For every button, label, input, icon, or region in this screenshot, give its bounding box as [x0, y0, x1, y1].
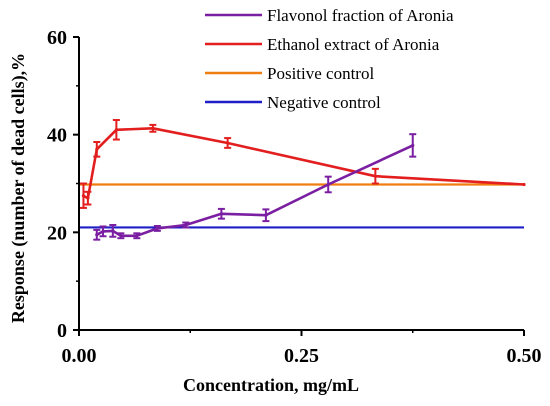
- flavonol-fraction-of-aronia-point: [411, 143, 415, 148]
- ethanol-extract-of-aronia-point: [95, 147, 99, 151]
- ethanol-extract-of-aronia-point: [151, 126, 155, 130]
- flavonol-fraction-of-aronia-point: [135, 234, 139, 238]
- legend-label-ethanol-extract-of-aronia: Ethanol extract of Aronia: [267, 35, 440, 54]
- flavonol-fraction-of-aronia-point: [119, 234, 123, 238]
- ethanol-extract-of-aronia-point: [373, 174, 377, 178]
- legend-label-positive-control: Positive control: [267, 64, 374, 83]
- legend-label-flavonol-fraction-of-aronia: Flavonol fraction of Aronia: [267, 6, 454, 25]
- flavonol-fraction-of-aronia-point: [219, 212, 223, 216]
- flavonol-fraction-of-aronia-point: [264, 213, 268, 217]
- flavonol-fraction-of-aronia-line: [96, 144, 414, 238]
- legend: Flavonol fraction of Aronia Ethanol extra…: [205, 6, 454, 112]
- ethanol-extract-of-aronia-point: [81, 194, 86, 198]
- flavonol-fraction-of-aronia-point: [184, 223, 188, 227]
- plot-area: [79, 119, 526, 241]
- flavonol-fraction-of-aronia-point: [111, 229, 115, 233]
- ethanol-extract-of-aronia-point: [114, 128, 118, 132]
- axes: 0 20 40 60 0.00 0.25 0.50: [47, 27, 542, 367]
- y-tick-label: 60: [47, 27, 67, 49]
- ethanol-extract-of-aronia-point: [522, 182, 526, 187]
- legend-label-negative-control: Negative control: [267, 93, 381, 112]
- flavonol-fraction-of-aronia-point: [95, 233, 99, 237]
- y-tick-label: 20: [47, 222, 67, 244]
- x-tick-label: 0.50: [507, 345, 542, 367]
- y-tick-label: 40: [47, 125, 67, 147]
- ethanol-extract-of-aronia-line: [82, 127, 525, 200]
- flavonol-fraction-of-aronia-point: [101, 229, 105, 233]
- x-tick-label: 0.00: [62, 345, 97, 367]
- x-axis-title: Concentration, mg/mL: [183, 375, 359, 395]
- y-tick-label: 0: [57, 320, 67, 342]
- ethanol-extract-of-aronia-point: [226, 141, 230, 145]
- y-axis-title: Response (number of dead cells),%: [8, 53, 29, 323]
- x-tick-label: 0.25: [284, 345, 319, 367]
- flavonol-fraction-of-aronia-point: [155, 226, 159, 231]
- flavonol-fraction-of-aronia-point: [326, 182, 330, 187]
- ethanol-extract-of-aronia-point: [86, 196, 90, 200]
